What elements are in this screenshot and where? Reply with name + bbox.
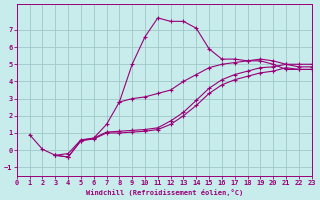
X-axis label: Windchill (Refroidissement éolien,°C): Windchill (Refroidissement éolien,°C) bbox=[85, 189, 243, 196]
